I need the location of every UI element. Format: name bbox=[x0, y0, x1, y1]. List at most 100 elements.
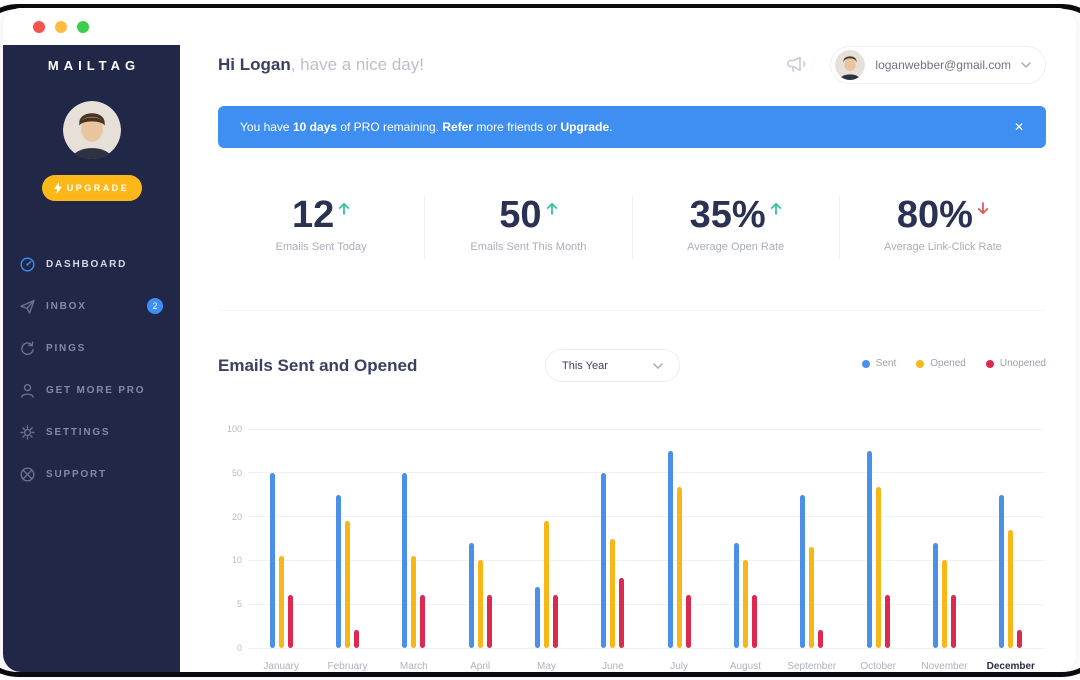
bar-sent-march[interactable] bbox=[402, 472, 408, 648]
account-email: loganwebber@gmail.com bbox=[875, 58, 1011, 72]
sidebar-item-inbox[interactable]: INBOX 2 bbox=[3, 285, 180, 327]
bar-unopened-january[interactable] bbox=[287, 595, 293, 648]
refresh-icon bbox=[21, 341, 34, 355]
bar-opened-june[interactable] bbox=[610, 538, 616, 648]
banner-text-segment: more friends or bbox=[473, 120, 561, 134]
legend-dot bbox=[985, 359, 994, 368]
bar-unopened-march[interactable] bbox=[420, 595, 426, 648]
minimize-light[interactable] bbox=[55, 20, 67, 33]
pro-banner-text: You have 10 days of PRO remaining. Refer… bbox=[240, 120, 612, 134]
refer-link[interactable]: Refer bbox=[442, 120, 474, 134]
gridline bbox=[248, 428, 1044, 430]
bar-opened-july[interactable] bbox=[676, 487, 682, 648]
bar-unopened-august[interactable] bbox=[751, 595, 757, 648]
bar-unopened-june[interactable] bbox=[619, 577, 625, 648]
bar-unopened-december[interactable] bbox=[1017, 630, 1023, 648]
bar-sent-november[interactable] bbox=[932, 542, 938, 648]
stat-average-open-rate: 35% Average Open Rate bbox=[633, 195, 840, 259]
zoom-light[interactable] bbox=[77, 20, 89, 33]
close-icon[interactable]: ✕ bbox=[1013, 120, 1024, 134]
bar-opened-september[interactable] bbox=[809, 547, 815, 648]
bar-sent-may[interactable] bbox=[534, 586, 540, 648]
bar-sent-july[interactable] bbox=[667, 450, 673, 648]
bar-group-august bbox=[712, 429, 778, 648]
sidebar-item-label: DASHBOARD bbox=[46, 258, 128, 270]
legend-item-opened[interactable]: Opened bbox=[916, 358, 966, 369]
gridline bbox=[248, 516, 1044, 518]
bar-opened-february[interactable] bbox=[344, 520, 350, 648]
upgrade-button[interactable]: UPGRADE bbox=[41, 175, 142, 201]
bar-unopened-october[interactable] bbox=[884, 595, 890, 648]
bar-opened-january[interactable] bbox=[278, 556, 284, 648]
stat-value: 50 bbox=[499, 194, 542, 236]
stat-label: Average Open Rate bbox=[687, 241, 785, 253]
bar-sent-june[interactable] bbox=[601, 472, 607, 648]
chart-plot-area: 0 5 10 20 50 100 bbox=[227, 424, 1044, 653]
bar-unopened-september[interactable] bbox=[818, 630, 824, 648]
close-light[interactable] bbox=[33, 20, 45, 33]
bar-opened-november[interactable] bbox=[941, 560, 947, 648]
chart-header: Emails Sent and Opened This Year Sent Ope… bbox=[218, 349, 1046, 383]
upgrade-link[interactable]: Upgrade bbox=[560, 120, 610, 134]
gear-icon bbox=[20, 424, 35, 440]
sidebar-item-label: GET MORE PRO bbox=[46, 384, 146, 396]
bar-sent-october[interactable] bbox=[866, 450, 872, 648]
bar-sent-january[interactable] bbox=[269, 472, 275, 648]
y-axis-tick: 5 bbox=[236, 599, 242, 610]
y-axis-tick: 0 bbox=[236, 643, 242, 653]
bar-opened-december[interactable] bbox=[1008, 529, 1014, 648]
window-titlebar bbox=[3, 8, 1076, 45]
x-axis-label-august: August bbox=[729, 661, 762, 672]
legend-item-unopened[interactable]: Unopened bbox=[985, 358, 1046, 369]
bar-unopened-november[interactable] bbox=[950, 595, 956, 648]
sidebar-item-get-more-pro[interactable]: GET MORE PRO bbox=[3, 369, 180, 411]
bar-sent-february[interactable] bbox=[335, 494, 341, 648]
chart-title: Emails Sent and Opened bbox=[218, 356, 418, 375]
sidebar-item-pings[interactable]: PINGS bbox=[3, 327, 180, 369]
stat-value: 80% bbox=[896, 194, 973, 236]
sidebar: MAILTAG UPGRADE DASHBOARD INBOX 2 PINGS GET … bbox=[3, 45, 180, 672]
x-axis-label-december: December bbox=[986, 661, 1035, 672]
date-range-dropdown[interactable]: This Year bbox=[545, 349, 680, 382]
app-logo: MAILTAG bbox=[47, 58, 141, 73]
inbox-unread-badge: 2 bbox=[147, 298, 163, 314]
bar-opened-august[interactable] bbox=[742, 560, 748, 648]
bar-sent-august[interactable] bbox=[733, 542, 739, 648]
stat-average-link-click-rate: 80% Average Link-Click Rate bbox=[840, 195, 1046, 259]
sidebar-item-settings[interactable]: SETTINGS bbox=[3, 411, 180, 453]
stat-value: 12 bbox=[291, 194, 335, 236]
megaphone-icon[interactable] bbox=[784, 55, 808, 75]
stat-label: Average Link-Click Rate bbox=[883, 241, 1002, 253]
sidebar-item-support[interactable]: SUPPORT bbox=[3, 453, 180, 495]
x-axis-label-november: November bbox=[921, 661, 968, 672]
bar-group-february bbox=[314, 429, 380, 648]
bar-unopened-july[interactable] bbox=[685, 595, 691, 648]
bar-unopened-february[interactable] bbox=[353, 630, 359, 648]
bar-opened-april[interactable] bbox=[477, 560, 483, 648]
bar-opened-march[interactable] bbox=[411, 556, 417, 648]
person-icon bbox=[21, 383, 34, 398]
bar-unopened-april[interactable] bbox=[486, 595, 492, 648]
banner-text-segment: . bbox=[609, 120, 613, 134]
stat-emails-sent-this-month: 50 Emails Sent This Month bbox=[425, 194, 633, 259]
x-axis-label-may: May bbox=[537, 661, 556, 672]
stat-emails-sent-today: 12 Emails Sent Today bbox=[218, 194, 426, 259]
sidebar-item-dashboard[interactable]: DASHBOARD bbox=[3, 243, 180, 285]
bar-opened-may[interactable] bbox=[543, 520, 549, 648]
bar-group-october bbox=[845, 429, 911, 648]
trend-up-icon bbox=[339, 202, 350, 215]
gridline bbox=[248, 603, 1044, 605]
bar-unopened-may[interactable] bbox=[552, 595, 558, 648]
account-menu[interactable]: loganwebber@gmail.com bbox=[830, 46, 1046, 84]
bar-sent-september[interactable] bbox=[800, 494, 806, 648]
x-axis-label-july: July bbox=[670, 661, 689, 672]
y-axis-tick: 10 bbox=[231, 555, 242, 566]
legend-item-sent[interactable]: Sent bbox=[861, 358, 896, 369]
bar-opened-october[interactable] bbox=[875, 487, 881, 648]
avatar bbox=[62, 101, 121, 159]
bar-group-january bbox=[248, 429, 314, 648]
bar-sent-december[interactable] bbox=[999, 494, 1005, 648]
bar-group-march bbox=[381, 429, 447, 648]
bar-sent-april[interactable] bbox=[468, 542, 474, 648]
x-axis-label-june: June bbox=[601, 661, 624, 672]
